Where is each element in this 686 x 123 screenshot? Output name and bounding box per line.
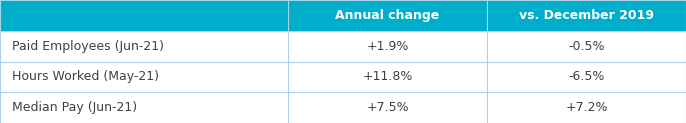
Bar (487, 31, 686, 62)
Bar (288, 31, 487, 62)
Bar (487, 62, 686, 92)
Bar (288, 92, 487, 123)
Text: Median Pay (Jun-21): Median Pay (Jun-21) (12, 101, 137, 114)
Text: -6.5%: -6.5% (568, 70, 605, 83)
Text: +1.9%: +1.9% (366, 40, 409, 53)
Bar (288, 0, 487, 31)
Bar (0, 31, 288, 62)
Bar (0, 0, 288, 31)
Text: -0.5%: -0.5% (568, 40, 605, 53)
Bar (0, 92, 288, 123)
Bar (487, 92, 686, 123)
Text: Paid Employees (Jun-21): Paid Employees (Jun-21) (12, 40, 165, 53)
Text: Annual change: Annual change (335, 9, 440, 22)
Text: Hours Worked (May-21): Hours Worked (May-21) (12, 70, 159, 83)
Bar (288, 62, 487, 92)
Text: +7.5%: +7.5% (366, 101, 409, 114)
Text: vs. December 2019: vs. December 2019 (519, 9, 654, 22)
Text: +11.8%: +11.8% (362, 70, 413, 83)
Text: +7.2%: +7.2% (565, 101, 608, 114)
Bar (0, 62, 288, 92)
Bar (487, 0, 686, 31)
